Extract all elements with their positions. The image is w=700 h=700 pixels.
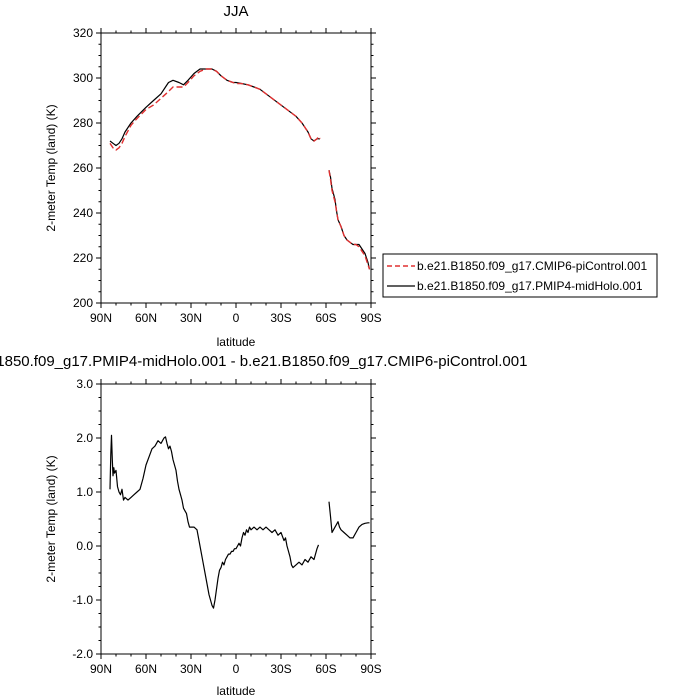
top-x-tick-label: 30S	[270, 311, 291, 325]
bottom-panel: b.e21.B1850.f09_g17.PMIP4-midHolo.001 - …	[0, 353, 527, 698]
bottom-chart-title: b.e21.B1850.f09_g17.PMIP4-midHolo.001 - …	[0, 353, 527, 370]
top-x-tick-label: 90S	[360, 311, 381, 325]
bottom-y-tick-label: -1.0	[72, 593, 93, 607]
bottom-x-tick-label: 90S	[360, 662, 381, 676]
top-y-tick-label: 220	[73, 251, 93, 265]
bottom-y-tick-label: 3.0	[76, 377, 93, 391]
bottom-tick-marks	[96, 379, 376, 659]
bottom-y-tick-label: -2.0	[72, 647, 93, 661]
bottom-y-axis-label: 2-meter Temp (land) (K)	[44, 455, 58, 582]
legend-label-midholo: b.e21.B1850.f09_g17.PMIP4-midHolo.001	[417, 279, 643, 293]
top-panel: JJA 90N 60N 30N 0 30S 60S 90S 200 220 240 260 280 3…	[44, 3, 382, 349]
legend-label-picontrol: b.e21.B1850.f09_g17.CMIP6-piControl.001	[417, 259, 647, 273]
bottom-x-tick-label: 0	[233, 662, 240, 676]
top-chart-title: JJA	[223, 3, 248, 20]
bottom-x-tick-label: 60N	[135, 662, 157, 676]
top-series-0-line-0	[109, 68, 321, 151]
bottom-y-tick-label: 0.0	[76, 539, 93, 553]
top-y-tick-label: 320	[73, 26, 93, 40]
bottom-x-tick-label: 60S	[315, 662, 336, 676]
top-x-axis-label: latitude	[217, 335, 256, 349]
top-x-tick-label: 60S	[315, 311, 336, 325]
top-x-tick-label: 90N	[90, 311, 112, 325]
bottom-y-tick-labels: -2.0 -1.0 0.0 1.0 2.0 3.0	[72, 377, 93, 661]
top-y-tick-label: 280	[73, 116, 93, 130]
top-x-tick-label: 60N	[135, 311, 157, 325]
top-series-1-line-0	[109, 68, 320, 147]
top-x-tick-label: 30N	[180, 311, 202, 325]
top-plot-frame	[100, 32, 372, 304]
top-x-tick-labels: 90N 60N 30N 0 30S 60S 90S	[90, 311, 382, 325]
bottom-x-tick-label: 30N	[180, 662, 202, 676]
bottom-x-tick-label: 90N	[90, 662, 112, 676]
legend: b.e21.B1850.f09_g17.CMIP6-piControl.001 …	[382, 253, 658, 298]
top-y-tick-label: 260	[73, 161, 93, 175]
bottom-series-0-line-1	[328, 501, 370, 539]
bottom-x-axis-label: latitude	[217, 684, 256, 698]
top-y-tick-labels: 200 220 240 260 280 300 320	[73, 26, 93, 310]
legend-box	[382, 253, 658, 298]
top-series-lines	[109, 68, 371, 270]
top-tick-marks	[96, 28, 376, 308]
bottom-x-tick-label: 30S	[270, 662, 291, 676]
bottom-y-tick-label: 1.0	[76, 485, 93, 499]
bottom-plot-frame	[100, 383, 372, 655]
bottom-x-tick-labels: 90N 60N 30N 0 30S 60S 90S	[90, 662, 382, 676]
top-y-tick-label: 300	[73, 71, 93, 85]
bottom-series-0-line-0	[109, 434, 320, 609]
top-y-axis-label: 2-meter Temp (land) (K)	[44, 104, 58, 231]
top-y-tick-label: 240	[73, 206, 93, 220]
top-y-tick-label: 200	[73, 296, 93, 310]
top-x-tick-label: 0	[233, 311, 240, 325]
bottom-series-lines	[109, 434, 370, 609]
top-series-0-line-1	[328, 170, 371, 270]
bottom-y-tick-label: 2.0	[76, 431, 93, 445]
